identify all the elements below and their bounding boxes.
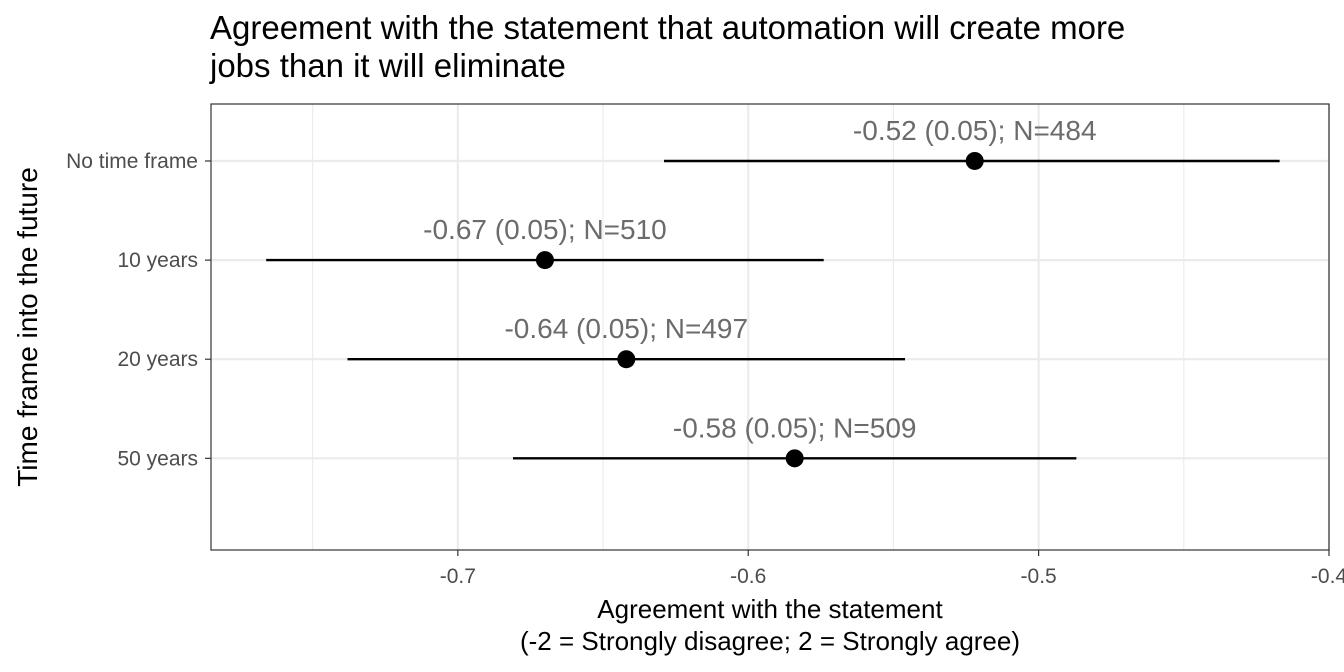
data-label-2: -0.64 (0.05); N=497: [504, 313, 748, 344]
chart-title-line-1: Agreement with the statement that automa…: [210, 9, 1125, 46]
data-marks: -0.52 (0.05); N=484 -0.67 (0.05); N=510 -0…: [266, 115, 1280, 468]
data-point-1: [535, 251, 554, 270]
y-axis-title: Time frame into the future: [12, 167, 43, 487]
data-label-0: -0.52 (0.05); N=484: [853, 115, 1097, 146]
plot-panel: [210, 103, 1330, 551]
data-point-0: [965, 151, 984, 170]
chart-title: Agreement with the statement that automa…: [209, 9, 1125, 84]
y-tick-label-3: 50 years: [117, 447, 198, 470]
data-label-1: -0.67 (0.05); N=510: [423, 214, 667, 245]
x-tick-label-0: -0.7: [440, 565, 476, 588]
data-point-3: [785, 449, 804, 468]
y-tick-label-1: 10 years: [117, 249, 198, 272]
x-axis-title: Agreement with the statement (-2 = Stron…: [520, 594, 1020, 656]
x-axis: -0.7 -0.6 -0.5 -0.4: [440, 550, 1344, 588]
data-point-2: [617, 350, 636, 369]
x-axis-title-line-1: Agreement with the statement: [597, 594, 943, 624]
x-tick-label-3: -0.4: [1311, 565, 1344, 588]
grid: [211, 104, 1331, 550]
chart-title-line-2: jobs than it will eliminate: [209, 47, 566, 84]
y-tick-label-0: No time frame: [66, 150, 198, 173]
data-label-3: -0.58 (0.05); N=509: [673, 412, 917, 443]
x-tick-label-1: -0.6: [730, 565, 766, 588]
x-axis-title-line-2: (-2 = Strongly disagree; 2 = Strongly ag…: [520, 626, 1020, 656]
x-tick-label-2: -0.5: [1021, 565, 1057, 588]
y-tick-label-2: 20 years: [117, 348, 198, 371]
y-axis: No time frame 10 years 20 years 50 years: [66, 150, 211, 470]
